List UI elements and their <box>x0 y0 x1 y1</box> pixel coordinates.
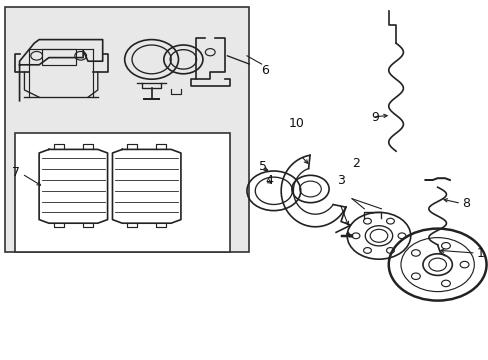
Text: 7: 7 <box>12 166 20 179</box>
Text: 2: 2 <box>351 157 359 170</box>
Bar <box>41 49 76 65</box>
Bar <box>15 133 229 252</box>
Text: 5: 5 <box>259 160 266 173</box>
Text: 1: 1 <box>476 247 484 260</box>
Text: 6: 6 <box>261 64 269 77</box>
Text: 4: 4 <box>265 174 273 186</box>
Text: 3: 3 <box>337 174 345 187</box>
Text: 8: 8 <box>461 197 469 210</box>
Bar <box>5 7 249 252</box>
Text: 9: 9 <box>371 111 379 123</box>
Text: 10: 10 <box>288 117 304 130</box>
